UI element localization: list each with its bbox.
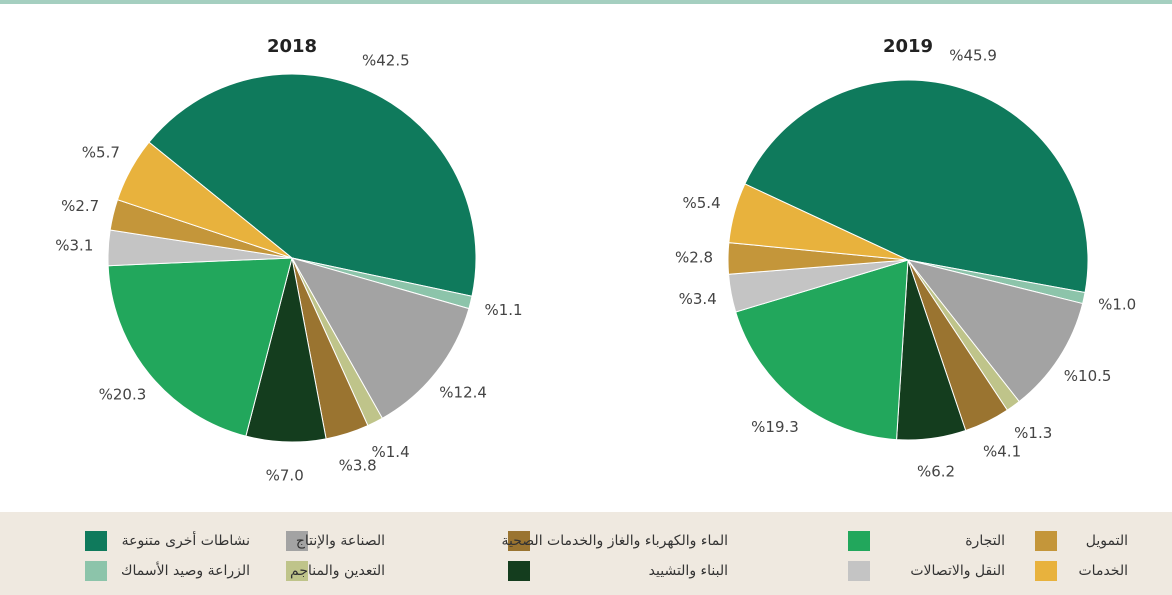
legend-label: نشاطات أخرى متنوعة: [122, 531, 250, 549]
value-label: %6.2: [917, 463, 955, 481]
value-label: %12.4: [439, 384, 487, 402]
value-label: %10.5: [1064, 367, 1112, 385]
pie-slice: [906, 259, 1084, 403]
legend-label: الصناعة والإنتاج: [296, 533, 385, 549]
legend-label: الخدمات: [1079, 563, 1129, 579]
value-label: %3.8: [339, 456, 377, 474]
legend-swatch: [1035, 531, 1057, 551]
legend-label: الزراعة وصيد الأسماك: [121, 561, 250, 579]
legend-swatch: [286, 531, 308, 551]
pie-slice: [744, 79, 1089, 294]
legend-swatch: [848, 561, 870, 581]
value-label: %1.0: [1098, 296, 1136, 314]
legend-label: التمويل: [1086, 533, 1128, 549]
legend-label: الماء والكهرباء والغاز والخدمات الصحية: [502, 533, 728, 549]
top-border: [0, 0, 1172, 4]
chart-title: 2019: [883, 36, 933, 57]
legend-swatch: [286, 561, 308, 581]
pie-slice: [148, 73, 477, 297]
value-label: %20.3: [99, 386, 147, 404]
value-label: %1.1: [484, 301, 522, 319]
value-label: %3.1: [55, 236, 93, 254]
value-label: %45.9: [949, 47, 997, 65]
value-label: %42.5: [362, 52, 410, 70]
value-label: %2.7: [61, 197, 99, 215]
pie-slice: [735, 259, 909, 441]
legend-band: [0, 512, 1172, 595]
legend-label: التعدين والمناجم: [290, 563, 385, 579]
value-label: %1.3: [1014, 424, 1052, 442]
legend-label: البناء والتشييد: [649, 563, 728, 579]
legend-swatch: [85, 531, 107, 551]
pie-slice: [728, 183, 909, 261]
pie-slice: [116, 141, 293, 259]
legend-swatch: [85, 561, 107, 581]
value-label: %2.8: [675, 249, 713, 267]
legend-swatch: [848, 531, 870, 551]
value-label: %1.4: [372, 443, 410, 461]
value-label: %7.0: [266, 466, 304, 484]
value-label: %3.4: [679, 290, 717, 308]
pie-slice: [107, 257, 293, 437]
value-label: %5.4: [683, 194, 721, 212]
chart-title: 2018: [267, 36, 317, 57]
legend-swatch: [508, 561, 530, 581]
value-label: %5.7: [82, 144, 120, 162]
legend-label: التجارة: [965, 533, 1005, 549]
value-label: %4.1: [983, 443, 1021, 461]
legend-label: النقل والاتصالات: [910, 563, 1005, 579]
legend-swatch: [508, 531, 530, 551]
value-label: %19.3: [751, 418, 799, 436]
legend-swatch: [1035, 561, 1057, 581]
pie-slice: [290, 257, 470, 419]
